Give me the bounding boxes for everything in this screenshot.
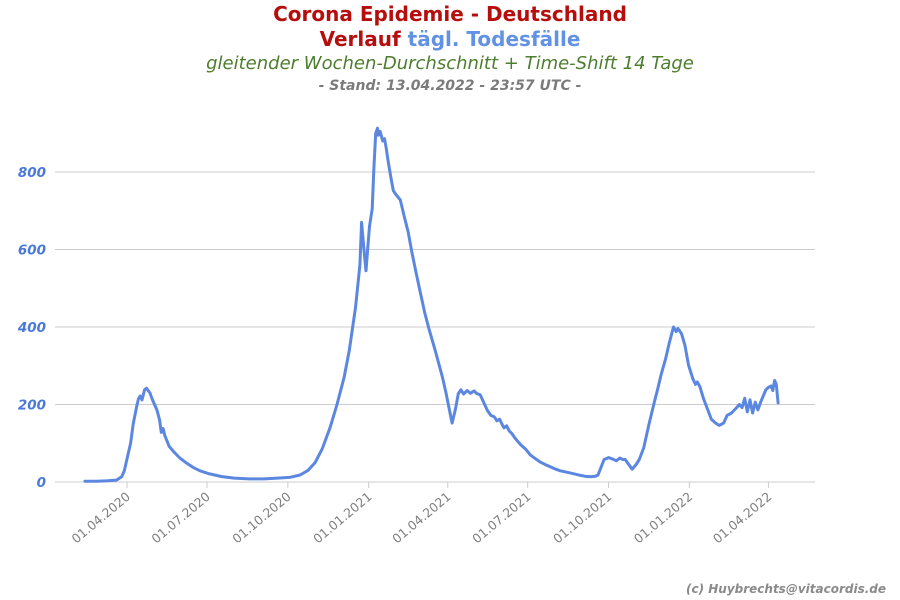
x-axis-label: 01.01.2022 — [631, 489, 695, 547]
x-axis-label: 01.07.2021 — [469, 489, 533, 547]
chart-header: Corona Epidemie - Deutschland Verlauf tä… — [0, 3, 900, 94]
series-line-todesfaelle — [83, 126, 780, 483]
x-axis-label: 01.04.2021 — [389, 489, 453, 547]
x-axis-label: 01.10.2021 — [550, 489, 614, 547]
x-axis-label: 01.04.2020 — [69, 489, 134, 547]
copyright-text: (c) Huybrechts@vitacordis.de — [685, 582, 886, 596]
y-axis-label: 600 — [18, 243, 46, 259]
title-todesfaelle: tägl. Todesfälle — [407, 27, 581, 51]
title-verlauf: Verlauf — [319, 27, 401, 51]
chart-title-line2: Verlauf tägl. Todesfälle — [0, 28, 900, 51]
x-axis-label: 01.07.2020 — [148, 489, 213, 547]
x-axis-label: 01.10.2020 — [229, 489, 294, 547]
x-axis-label: 01.01.2021 — [310, 489, 374, 547]
y-axis-label: 200 — [18, 398, 46, 414]
chart-status-line: - Stand: 13.04.2022 - 23:57 UTC - — [318, 77, 582, 94]
chart-subtitle: gleitender Wochen-Durchschnitt + Time-Sh… — [206, 53, 694, 74]
y-axis-label: 400 — [17, 320, 46, 336]
y-axis-label: 800 — [18, 165, 46, 181]
chart-title: Corona Epidemie - Deutschland — [273, 2, 627, 26]
y-axis-label: 0 — [37, 475, 46, 491]
x-axis-label: 01.04.2022 — [710, 489, 774, 547]
